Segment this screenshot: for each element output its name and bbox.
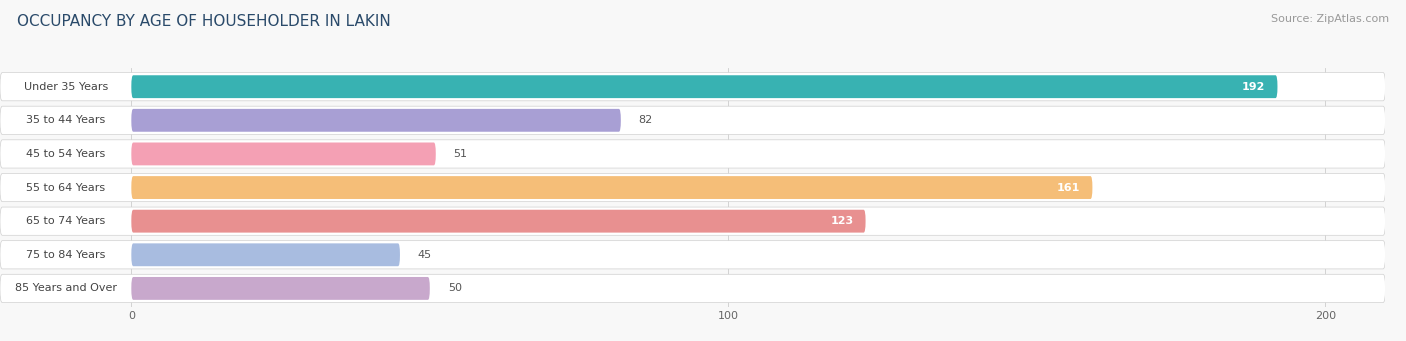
FancyBboxPatch shape bbox=[131, 176, 1092, 199]
FancyBboxPatch shape bbox=[131, 75, 1278, 98]
FancyBboxPatch shape bbox=[131, 277, 430, 300]
Text: Under 35 Years: Under 35 Years bbox=[24, 82, 108, 92]
Text: Source: ZipAtlas.com: Source: ZipAtlas.com bbox=[1271, 14, 1389, 24]
FancyBboxPatch shape bbox=[0, 73, 1385, 101]
FancyBboxPatch shape bbox=[131, 143, 436, 165]
FancyBboxPatch shape bbox=[0, 174, 1385, 202]
Text: 51: 51 bbox=[454, 149, 468, 159]
Text: 45 to 54 Years: 45 to 54 Years bbox=[27, 149, 105, 159]
Text: 50: 50 bbox=[447, 283, 461, 293]
FancyBboxPatch shape bbox=[0, 140, 1385, 168]
Text: 35 to 44 Years: 35 to 44 Years bbox=[27, 115, 105, 125]
Text: 45: 45 bbox=[418, 250, 432, 260]
FancyBboxPatch shape bbox=[0, 106, 1385, 134]
Text: OCCUPANCY BY AGE OF HOUSEHOLDER IN LAKIN: OCCUPANCY BY AGE OF HOUSEHOLDER IN LAKIN bbox=[17, 14, 391, 29]
Text: 192: 192 bbox=[1241, 82, 1265, 92]
FancyBboxPatch shape bbox=[0, 207, 1385, 235]
Text: 75 to 84 Years: 75 to 84 Years bbox=[25, 250, 105, 260]
Text: 161: 161 bbox=[1057, 182, 1080, 193]
Text: 82: 82 bbox=[638, 115, 652, 125]
FancyBboxPatch shape bbox=[131, 243, 399, 266]
Text: 123: 123 bbox=[831, 216, 853, 226]
Text: 85 Years and Over: 85 Years and Over bbox=[14, 283, 117, 293]
Text: 65 to 74 Years: 65 to 74 Years bbox=[27, 216, 105, 226]
FancyBboxPatch shape bbox=[0, 274, 1385, 302]
FancyBboxPatch shape bbox=[0, 241, 1385, 269]
Text: 55 to 64 Years: 55 to 64 Years bbox=[27, 182, 105, 193]
FancyBboxPatch shape bbox=[131, 210, 866, 233]
FancyBboxPatch shape bbox=[131, 109, 621, 132]
